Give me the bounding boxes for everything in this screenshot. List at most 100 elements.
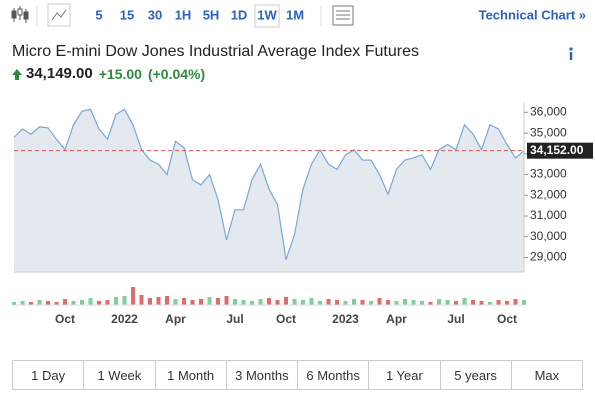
price-row: 34,149.00 +15.00 (+0.04%) (26, 65, 205, 82)
volume-bar (88, 298, 93, 305)
volume-bar (411, 300, 416, 305)
interval-button[interactable]: 1H (175, 7, 192, 22)
line (13, 108, 525, 260)
volume-bar (479, 301, 484, 305)
volume-bar (454, 301, 458, 305)
interval-button[interactable]: 5H (203, 7, 220, 22)
up-arrow (12, 69, 22, 80)
interval-button[interactable]: 1W (257, 7, 277, 22)
volume-bar (37, 300, 42, 305)
volume-bar (496, 300, 501, 305)
range-button[interactable]: Max (510, 361, 582, 389)
range-button[interactable]: 1 Month (154, 361, 226, 389)
x-tick-label: Oct (497, 312, 517, 326)
x-tick-label: Apr (165, 312, 186, 326)
volume-bar (54, 302, 59, 305)
volume-bar (522, 300, 526, 305)
volume-bar (386, 300, 390, 305)
range-button[interactable]: 1 Week (83, 361, 154, 389)
y-tick-label: 32,000 (530, 187, 567, 201)
volume-bar (182, 298, 186, 305)
volume-bar (292, 299, 297, 305)
volume-bar (165, 296, 169, 305)
volume-bar (139, 295, 144, 305)
volume-bar (12, 302, 16, 305)
x-tick-label: 2022 (111, 312, 138, 326)
volume-bar (394, 301, 399, 305)
chart: Technical Chart » 515301H5H1D1W1MInvesti… (11, 3, 593, 326)
last-price-box (527, 142, 593, 159)
y-tick-label: 29,000 (530, 250, 567, 264)
volume-bar (97, 301, 101, 305)
volume-bar (505, 301, 509, 305)
volume-bar (471, 300, 475, 305)
range-button[interactable]: 3 Months (225, 361, 297, 389)
interval-button[interactable]: 15 (120, 7, 134, 22)
volume-bar (369, 301, 373, 305)
volume-bar (488, 302, 492, 305)
volume-bar (267, 298, 271, 305)
volume-bar (216, 298, 220, 305)
x-tick-label: 2023 (332, 312, 359, 326)
volume-bar (46, 301, 50, 305)
instrument-title: Micro E-mini Dow Jones Industrial Averag… (12, 43, 419, 60)
volume-bar (284, 297, 288, 305)
volume-bar (173, 299, 178, 305)
volume-bar (428, 302, 433, 305)
volume-bar (352, 299, 356, 305)
info-icon[interactable] (569, 47, 573, 60)
range-button[interactable]: 1 Day (31, 367, 66, 383)
volume-bar (309, 298, 314, 305)
volume-bar (318, 301, 322, 305)
last-price: 34,149.00 (26, 65, 93, 82)
volume-bar (20, 301, 25, 305)
x-tick-label: Oct (276, 312, 296, 326)
interval-button[interactable]: 1M (286, 7, 304, 22)
volume-bar (241, 300, 246, 305)
range-button[interactable]: 6 Months (297, 361, 368, 389)
volume-bar (360, 300, 365, 305)
volume-bar (326, 299, 331, 305)
y-tick-label: 36,000 (530, 105, 567, 119)
interval-button[interactable]: 1D (231, 7, 248, 22)
volume-bar (513, 299, 518, 305)
technical-chart-link[interactable]: Technical Chart » (479, 7, 586, 22)
volume-bar (233, 299, 237, 305)
x-tick-label: Oct (55, 312, 75, 326)
volume-bar (190, 300, 195, 305)
volume-bar (275, 300, 280, 305)
x-tick-label: Jul (447, 312, 464, 326)
volume-bar (148, 298, 152, 305)
volume-bar (122, 296, 127, 305)
volume-bar (403, 299, 407, 305)
range-button[interactable]: 5 years (439, 361, 511, 389)
volume-bar (462, 298, 467, 305)
y-tick-label: 33,000 (530, 167, 567, 181)
interval-button[interactable]: 30 (148, 7, 162, 22)
line-icon-glyph (51, 9, 67, 21)
price-change-percent: (+0.04%) (147, 65, 206, 82)
table-icon[interactable] (332, 5, 354, 26)
volume-bar (207, 297, 212, 305)
volume-bar (29, 302, 33, 305)
range-button[interactable]: 1 Year (368, 361, 439, 389)
interval-active-box (254, 4, 280, 28)
volume-bar (437, 299, 441, 305)
volume-bar (445, 300, 450, 305)
volume-bar (156, 297, 161, 305)
volume-bar (250, 301, 254, 305)
volume-bar (301, 300, 305, 305)
volume-bar (80, 300, 84, 305)
y-tick-label: 30,000 (530, 229, 567, 243)
volume-bar (71, 301, 76, 305)
volume-bar (335, 300, 339, 305)
interval-button[interactable]: 5 (95, 7, 102, 22)
volume-bar (258, 299, 263, 305)
volume-bar (199, 299, 203, 305)
volume-bar (377, 298, 382, 305)
volume-bar (224, 296, 229, 305)
volume-bar (63, 299, 67, 305)
volume-bar (105, 300, 110, 305)
volume-bar (131, 287, 135, 305)
range-selector: 1 Day 1 Week 1 Month 3 Months 6 Months 1 Year… (12, 360, 583, 390)
